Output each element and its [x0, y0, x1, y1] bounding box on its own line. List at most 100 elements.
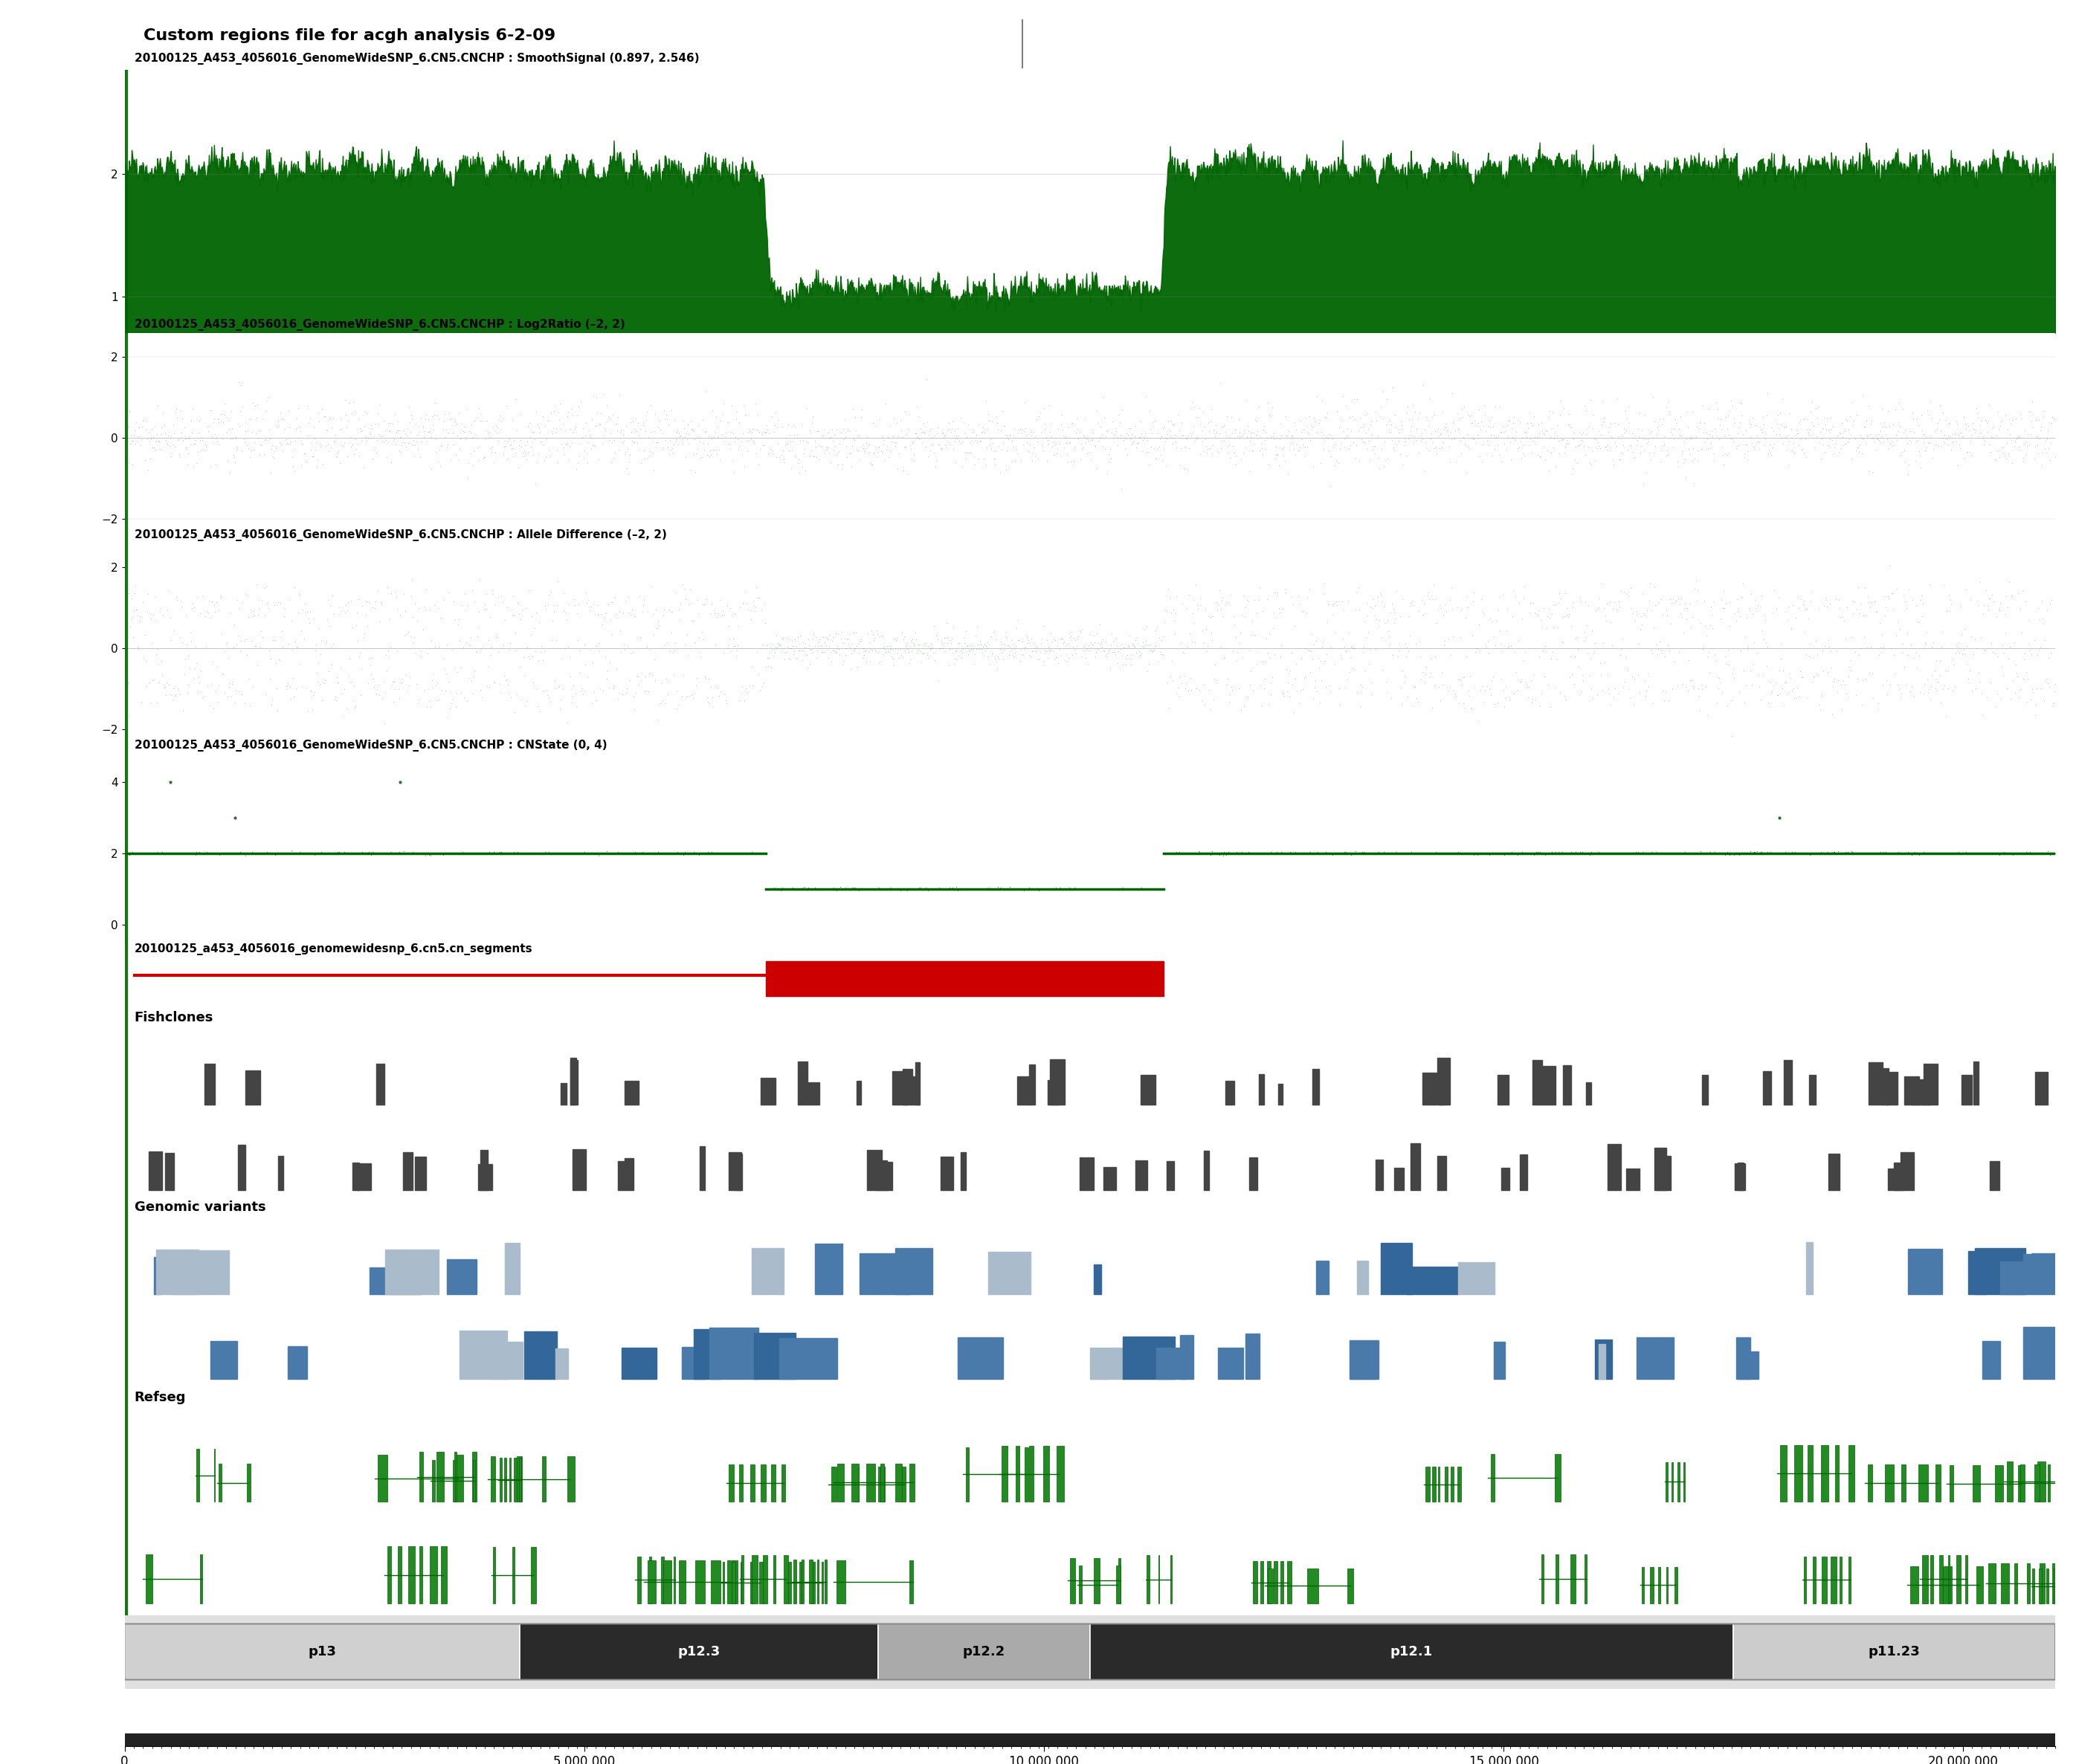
Point — [1941, 422, 1974, 450]
Point — [2003, 423, 2037, 452]
Point — [552, 840, 585, 868]
Point — [1731, 437, 1765, 466]
Point — [795, 407, 828, 436]
Point — [193, 395, 226, 423]
Point — [837, 425, 870, 453]
Point — [534, 443, 567, 471]
Point — [409, 400, 442, 429]
Point — [1505, 646, 1538, 674]
Point — [1190, 432, 1223, 460]
Point — [332, 388, 365, 416]
Point — [413, 686, 446, 714]
Point — [1451, 432, 1484, 460]
Point — [1123, 875, 1156, 903]
Point — [1190, 596, 1223, 624]
Point — [884, 642, 918, 670]
Point — [1924, 418, 1958, 446]
Point — [552, 591, 585, 619]
Point — [191, 672, 224, 700]
Point — [612, 448, 646, 476]
Point — [1792, 418, 1825, 446]
Point — [940, 646, 974, 674]
Point — [1690, 418, 1723, 446]
Point — [704, 445, 737, 473]
Point — [1160, 422, 1194, 450]
Point — [1258, 418, 1291, 446]
Point — [1843, 589, 1877, 617]
Point — [1073, 427, 1107, 455]
Point — [1787, 404, 1821, 432]
Point — [1445, 439, 1478, 467]
Point — [1073, 875, 1107, 903]
Point — [1862, 688, 1895, 716]
Point — [2034, 446, 2068, 475]
Point — [1870, 681, 1904, 709]
Point — [1607, 577, 1640, 605]
Point — [940, 415, 974, 443]
Point — [1935, 429, 1968, 457]
Point — [1551, 425, 1584, 453]
Point — [824, 617, 857, 646]
Point — [1140, 616, 1173, 644]
Point — [1306, 840, 1339, 868]
Point — [328, 591, 361, 619]
Point — [1084, 423, 1117, 452]
Point — [114, 422, 147, 450]
Point — [1981, 840, 2014, 868]
Point — [749, 632, 783, 660]
Point — [658, 662, 691, 690]
Point — [141, 838, 174, 866]
Point — [1559, 642, 1592, 670]
Point — [498, 619, 531, 647]
Point — [253, 644, 286, 672]
Point — [2005, 404, 2039, 432]
Point — [980, 626, 1013, 654]
Bar — [245, 1071, 260, 1104]
Point — [1956, 840, 1989, 868]
Point — [988, 420, 1021, 448]
Point — [432, 579, 465, 607]
Point — [1999, 651, 2032, 679]
Bar — [1900, 1152, 1914, 1191]
Point — [976, 407, 1009, 436]
Bar — [1347, 1568, 1354, 1603]
Point — [1453, 662, 1486, 690]
Point — [1410, 434, 1443, 462]
Point — [673, 575, 706, 603]
Point — [818, 877, 851, 905]
Point — [131, 838, 164, 866]
Point — [143, 420, 176, 448]
Point — [147, 840, 181, 868]
Point — [1401, 596, 1435, 624]
Point — [1364, 840, 1397, 868]
Point — [1497, 402, 1530, 430]
Point — [179, 430, 212, 459]
Point — [1501, 406, 1534, 434]
Point — [1050, 429, 1084, 457]
Point — [1563, 840, 1596, 868]
Point — [1746, 662, 1779, 690]
Point — [664, 422, 698, 450]
Point — [1636, 640, 1669, 669]
Point — [571, 450, 604, 478]
Point — [1686, 838, 1719, 866]
Point — [880, 429, 913, 457]
Point — [1991, 674, 2024, 702]
Point — [1715, 423, 1748, 452]
Point — [1875, 429, 1908, 457]
Point — [212, 644, 245, 672]
Point — [1007, 633, 1040, 662]
Point — [693, 441, 727, 469]
Point — [990, 632, 1023, 660]
Point — [886, 875, 920, 903]
Point — [1922, 840, 1956, 868]
Point — [1995, 409, 2028, 437]
Bar — [455, 1455, 463, 1501]
Point — [1244, 670, 1277, 699]
Point — [1513, 598, 1547, 626]
Point — [1405, 425, 1439, 453]
Point — [899, 420, 932, 448]
Point — [1922, 838, 1956, 866]
Point — [1914, 672, 1947, 700]
Point — [1358, 439, 1391, 467]
